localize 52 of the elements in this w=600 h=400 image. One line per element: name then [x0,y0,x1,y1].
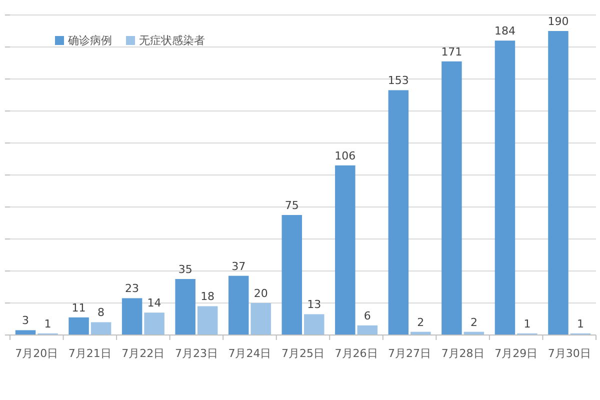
legend-label: 无症状感染者 [139,34,205,47]
data-label: 2 [470,316,478,329]
data-label: 8 [98,306,105,320]
x-tick-label: 7月24日 [228,347,272,360]
data-label: 2 [417,316,424,329]
data-label: 20 [254,287,268,300]
data-label: 1 [524,317,531,330]
data-label: 184 [494,24,516,38]
x-tick-label: 7月27日 [388,347,432,360]
x-tick-label: 7月20日 [15,347,58,360]
x-tick-label: 7月28日 [441,347,484,360]
bar [442,61,462,335]
bar [357,325,378,335]
data-label: 23 [125,282,140,296]
bar [282,215,302,335]
bar [175,279,196,335]
bar [494,40,516,335]
bar [388,90,409,335]
bar [548,31,568,335]
bar [15,330,36,335]
data-label: 6 [364,309,371,322]
data-label: 14 [147,296,162,310]
data-label: 3 [22,314,30,328]
bar [228,276,249,335]
data-label: 106 [334,149,356,162]
bar [68,317,89,335]
bar [90,322,112,335]
data-label: 35 [178,263,192,276]
x-tick-label: 7月29日 [494,347,538,360]
x-tick-label: 7月23日 [174,347,218,360]
data-label: 1 [576,317,584,330]
data-label: 11 [72,301,86,314]
x-tick-label: 7月25日 [282,347,324,360]
data-label: 153 [388,74,409,88]
data-label: 37 [232,260,246,273]
x-tick-label: 7月30日 [548,347,591,360]
data-label: 18 [200,290,215,304]
bar [335,165,356,335]
x-tick-label: 7月21日 [68,347,112,360]
data-label: 13 [307,298,322,312]
bar [144,312,164,335]
bar [197,306,218,335]
data-label: 190 [548,15,569,28]
data-label: 1 [44,317,52,330]
x-tick-label: 7月26日 [334,347,378,360]
bar [122,298,142,335]
bar [304,314,324,335]
x-tick-label: 7月22日 [122,347,165,360]
legend-label: 确诊病例 [67,34,112,47]
data-label: 75 [284,199,299,212]
bar [250,303,271,335]
data-label: 171 [441,45,462,58]
